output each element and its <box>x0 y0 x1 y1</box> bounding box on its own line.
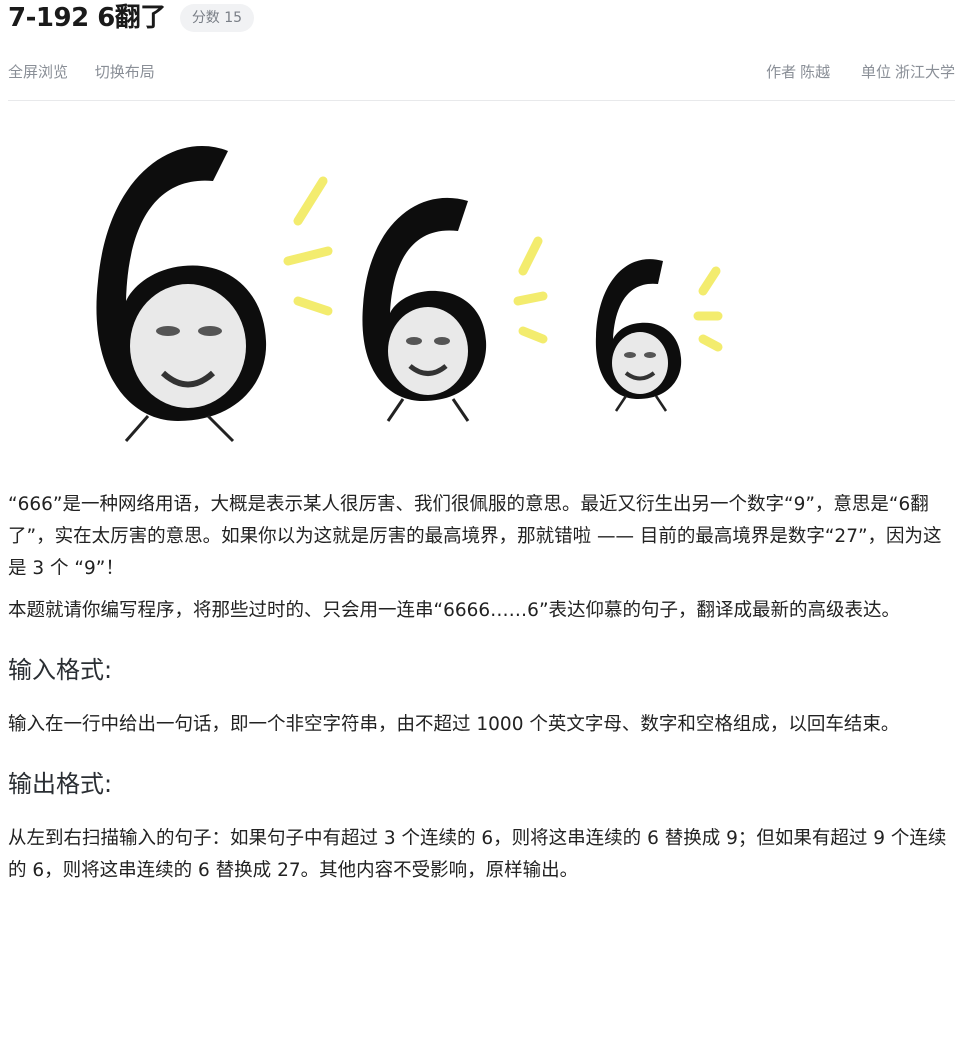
meta-row: 全屏浏览 切换布局 作者 陈越 单位 浙江大学 <box>8 56 955 86</box>
title-row: 7-192 6翻了 分数 15 <box>8 0 955 36</box>
switch-layout-link[interactable]: 切换布局 <box>94 62 155 81</box>
illustration-666-image <box>8 101 955 481</box>
medium-six-figure <box>362 197 487 422</box>
author-label: 作者 <box>766 62 797 81</box>
problem-meta: 作者 陈越 单位 浙江大学 <box>740 61 955 82</box>
author-info: 作者 陈越 <box>766 63 835 81</box>
unit-name: 浙江大学 <box>894 62 955 81</box>
author-name: 陈越 <box>800 62 831 81</box>
problem-title: 7-192 6翻了 <box>8 3 166 33</box>
description-paragraph-2: 本题就请你编写程序，将那些过时的、只会用一连串“6666……6”表达仰慕的句子，… <box>8 600 901 621</box>
input-format-heading: 输入格式: <box>8 656 113 684</box>
unit-label: 单位 <box>860 62 891 81</box>
output-format-body: 从左到右扫描输入的句子：如果句子中有超过 3 个连续的 6，则将这串连续的 6 … <box>8 828 947 881</box>
output-format-heading: 输出格式: <box>8 770 113 798</box>
description-paragraph-1: “666”是一种网络用语，大概是表示某人很厉害、我们很佩服的意思。最近又衍生出另… <box>8 494 942 579</box>
fullscreen-link[interactable]: 全屏浏览 <box>8 62 69 81</box>
input-format-body: 输入在一行中给出一句话，即一个非空字符串，由不超过 1000 个英文字母、数字和… <box>8 714 900 735</box>
big-six-figure <box>96 146 267 443</box>
sparkle-lines <box>283 176 723 352</box>
unit-info: 单位 浙江大学 <box>861 63 955 81</box>
view-options: 全屏浏览 切换布局 <box>8 61 177 82</box>
six-six-six-meme-image <box>96 146 723 443</box>
score-badge: 分数 15 <box>179 4 255 32</box>
header-divider <box>8 100 955 101</box>
small-six-figure <box>595 259 682 412</box>
